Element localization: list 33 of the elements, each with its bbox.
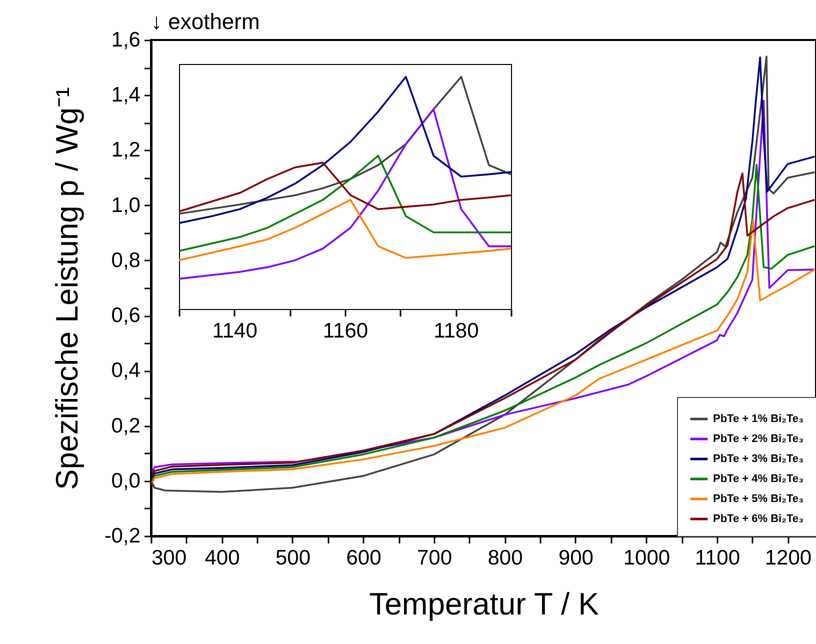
- y-tick-label: 0,4: [111, 359, 141, 382]
- x-tick-label: 1100: [694, 546, 740, 570]
- x-tick-label: 400: [204, 546, 240, 570]
- y-tick-label: 0,8: [111, 248, 140, 272]
- y-tick-label: 1,2: [111, 138, 140, 162]
- y-tick-label: -0,2: [104, 524, 140, 548]
- x-tick-label: 1140: [212, 320, 258, 342]
- x-tick-label: 500: [275, 546, 311, 570]
- y-tick-label: 1,0: [111, 194, 140, 217]
- x-tick-label: 1000: [623, 546, 670, 570]
- x-tick-label: 1200: [764, 546, 812, 570]
- x-tick-label: 1180: [434, 320, 479, 342]
- y-tick-label: 0,6: [111, 304, 140, 328]
- x-tick-label: 800: [488, 546, 523, 570]
- legend-label: PbTe + 2% Bi₂Te₃: [713, 433, 804, 445]
- x-tick-label: 900: [558, 546, 594, 570]
- y-tick-label: 1,6: [111, 28, 140, 52]
- x-tick-label: 600: [346, 546, 382, 570]
- y-axis-title: Spezifische Leistung p / Wg⁻¹: [49, 87, 84, 490]
- x-tick-label: 1160: [322, 320, 368, 342]
- legend-label: PbTe + 6% Bi₂Te₃: [713, 513, 804, 525]
- x-tick-label: 700: [416, 546, 452, 570]
- legend-label: PbTe + 4% Bi₂Te₃: [713, 473, 804, 485]
- text: ↓ exotherm: [151, 9, 260, 34]
- legend-label: PbTe + 5% Bi₂Te₃: [713, 493, 804, 505]
- legend-label: PbTe + 1% Bi₂Te₃: [713, 413, 804, 425]
- x-axis-title: Temperatur T / K: [369, 586, 600, 622]
- y-tick-label: 0,2: [111, 414, 140, 438]
- legend-label: PbTe + 3% Bi₂Te₃: [713, 453, 804, 465]
- y-tick-label: 0,0: [111, 469, 140, 492]
- line-series: [152, 219, 816, 484]
- x-tick-label: 300: [152, 546, 187, 570]
- y-tick-label: 1,4: [111, 84, 141, 107]
